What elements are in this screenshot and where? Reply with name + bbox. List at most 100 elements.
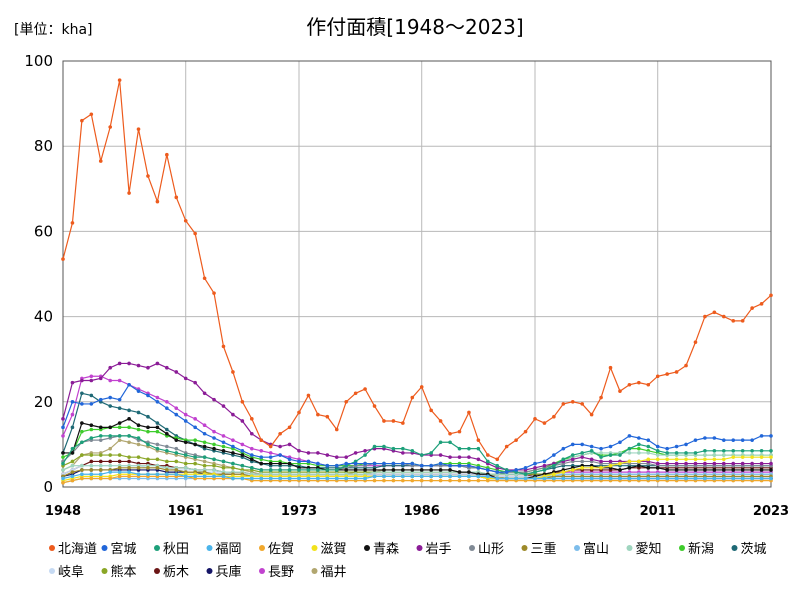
data-point [259,461,264,466]
data-point [457,478,462,483]
legend-marker [731,545,738,551]
data-point [221,466,226,470]
data-point [627,446,632,451]
legend-item: 北海道 [49,542,97,557]
data-point [655,374,660,379]
data-point [155,199,160,204]
data-point [70,478,75,483]
data-point [89,423,94,428]
data-point [183,218,188,223]
data-point [297,459,301,464]
legend-label: 福井 [321,565,347,580]
data-point [268,468,273,472]
data-point [117,78,122,82]
data-point [419,463,424,468]
data-point [221,459,226,464]
legend-item: 青森 [364,542,399,557]
data-point [316,412,320,417]
data-point [297,468,301,472]
data-point [89,453,94,457]
data-point [240,476,245,481]
data-point [401,478,405,483]
data-point [70,474,75,479]
data-point [127,466,131,470]
data-point [769,468,773,472]
data-point [155,472,160,477]
data-point [438,461,443,466]
data-point [693,438,698,442]
legend-marker [154,545,160,551]
data-point [80,453,84,457]
data-point [278,444,282,449]
data-point [193,461,197,466]
legend-marker [679,545,685,551]
data-point [655,461,660,466]
series-line [62,80,772,461]
data-point [278,476,282,481]
data-point [202,463,207,468]
data-point [693,451,698,455]
data-point [98,397,103,402]
legend-marker [206,545,213,551]
data-point [165,459,169,464]
data-point [580,442,584,447]
data-point [334,427,339,432]
data-point [419,478,424,483]
y-tick-label: 40 [34,308,53,326]
legend-marker [154,568,160,574]
data-point [344,468,349,472]
series-lines [61,78,773,485]
y-tick-label: 0 [43,478,53,496]
data-point [193,425,197,430]
data-point [552,453,556,457]
data-point [769,455,773,459]
data-point [325,453,330,457]
data-point [80,476,84,481]
data-point [80,440,84,445]
data-point [278,431,282,436]
x-tick-label: 1948 [45,504,81,519]
data-point [703,457,707,462]
data-point [759,455,764,459]
legend-item: 新潟 [679,541,714,557]
data-point [410,461,415,466]
data-point [382,468,386,472]
data-point [495,470,500,474]
legend-marker [311,568,318,574]
data-point [467,463,471,468]
data-point [476,446,481,451]
data-point [325,476,330,481]
legend-label: 熊本 [111,564,137,580]
data-point [70,463,75,468]
data-point [231,451,235,455]
data-point [637,380,641,385]
data-point [174,195,179,200]
data-point [382,444,386,449]
data-point [127,470,131,474]
data-point [391,474,396,479]
data-point [561,476,566,481]
data-point [712,436,717,440]
data-point [165,365,169,370]
data-point [70,446,75,451]
data-point [193,474,197,479]
data-point [759,468,764,472]
data-point [759,448,764,453]
data-point [448,478,452,483]
data-point [731,448,736,453]
data-point [240,448,245,453]
data-point [759,302,764,306]
data-point [259,438,264,442]
data-point [750,455,754,459]
data-point [684,461,688,466]
data-point [287,442,292,447]
data-point [117,361,122,366]
data-point [363,468,367,472]
data-point [89,112,94,117]
data-point [136,427,141,432]
data-point [684,468,688,472]
data-point [334,463,339,468]
data-point [589,412,594,417]
data-point [372,478,377,483]
data-point [117,378,122,383]
